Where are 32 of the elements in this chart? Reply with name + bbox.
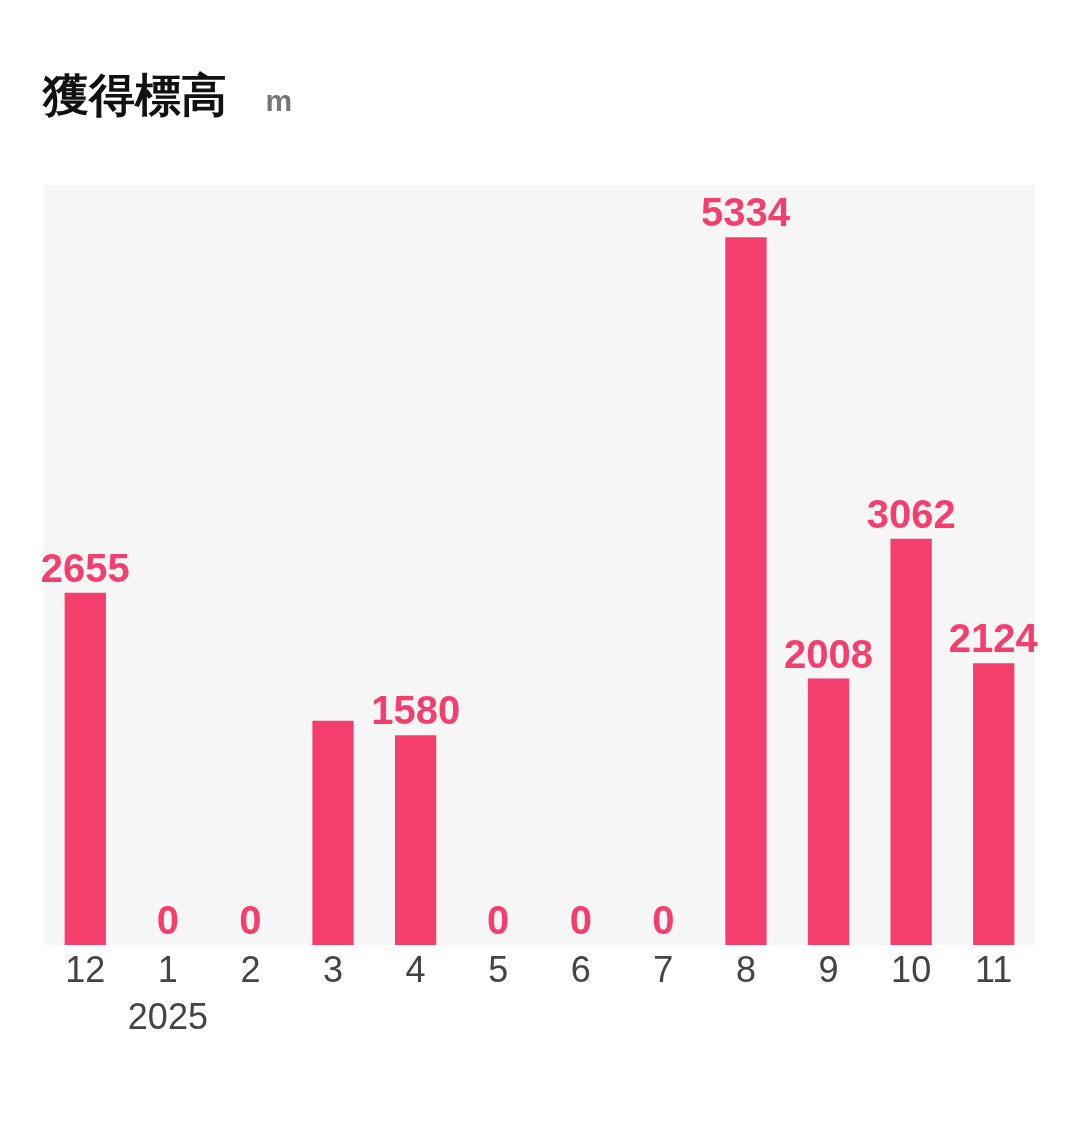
data-label: 3062: [866, 491, 956, 536]
data-label: 5334: [701, 190, 791, 235]
x-tick-label: 5: [488, 949, 509, 990]
bar: [64, 592, 106, 945]
chart-subtitle: m: [265, 84, 293, 118]
x-tick-label: 11: [975, 949, 1013, 990]
data-label: 0: [239, 898, 262, 942]
x-tick-label: 2: [240, 949, 261, 990]
x-tick-label: 3: [323, 949, 344, 990]
chart-title: 獲得標高: [42, 69, 228, 122]
bar: [807, 678, 850, 945]
x-tick-label: 6: [570, 949, 591, 990]
bar: [394, 735, 437, 945]
data-label: 1580: [371, 688, 461, 733]
data-label: 0: [652, 898, 675, 942]
bar: [725, 237, 767, 945]
data-label: 0: [487, 898, 510, 942]
bar: [890, 538, 932, 945]
x-tick-label: 8: [735, 949, 756, 990]
data-label: 2655: [40, 545, 130, 590]
x-tick-label: 7: [653, 949, 674, 990]
x-tick-label: 1 2025: [127, 949, 208, 1037]
x-tick-label: 4: [405, 949, 426, 990]
bar: [312, 720, 354, 945]
data-label: 2008: [784, 631, 874, 676]
x-tick-label: 9: [818, 949, 839, 990]
x-tick-label: 10: [891, 949, 932, 990]
data-label: 2124: [948, 616, 1039, 661]
x-tick-label: 12: [65, 949, 106, 990]
bar: [973, 663, 1015, 945]
data-label: 0: [569, 898, 592, 942]
data-label: 0: [156, 898, 179, 942]
